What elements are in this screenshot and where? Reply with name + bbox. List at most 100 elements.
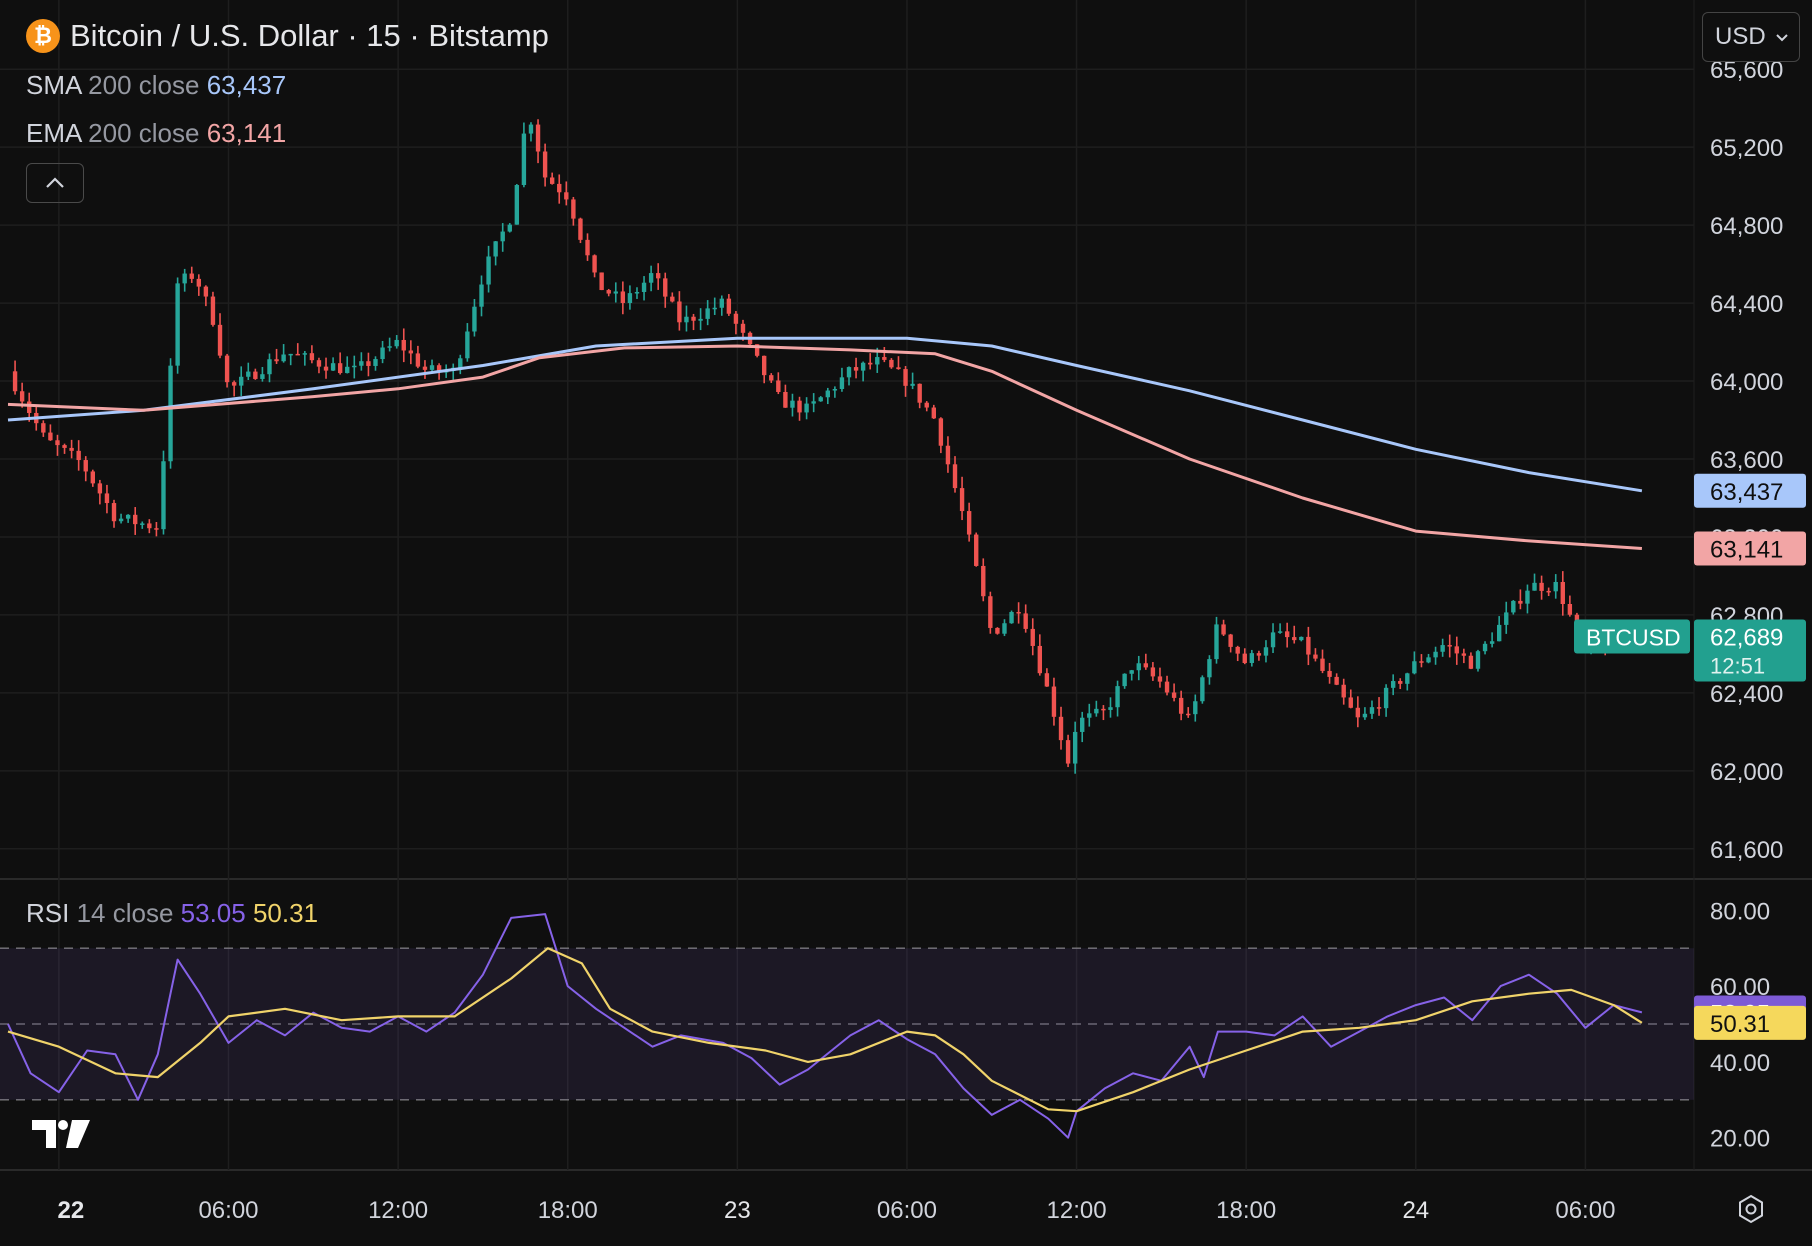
rsi-ma-line xyxy=(7,947,1643,1113)
candle-body xyxy=(564,192,569,200)
candle-body xyxy=(1171,692,1177,698)
price-tick-label: 62,000 xyxy=(1710,759,1783,786)
currency-select[interactable]: USD xyxy=(1702,12,1800,62)
candle-body xyxy=(1072,731,1078,764)
candle-body xyxy=(1496,624,1502,642)
sma-line xyxy=(7,336,1643,493)
candle-body xyxy=(373,359,378,366)
candle-body xyxy=(1200,677,1205,702)
settings-icon[interactable] xyxy=(1736,1194,1766,1224)
collapse-legend-button[interactable] xyxy=(26,163,84,203)
candle-body xyxy=(825,390,830,398)
symbol-title[interactable]: Bitcoin / U.S. Dollar · 15 · Bitstamp xyxy=(70,18,549,53)
candle-body xyxy=(641,282,647,293)
candle-body xyxy=(1235,646,1240,654)
candle-body xyxy=(1532,582,1537,591)
price-tick-label: 65,200 xyxy=(1710,135,1783,162)
candle-body xyxy=(1433,651,1438,658)
currency-label: USD xyxy=(1715,23,1766,50)
candle-body xyxy=(111,503,117,522)
candle-body xyxy=(1044,673,1050,687)
candle-body xyxy=(1348,697,1353,708)
candle-body xyxy=(1511,600,1516,613)
candle-body xyxy=(514,185,520,225)
rsi-ma-last-label-bg xyxy=(1694,1005,1806,1040)
price-tick-label: 64,800 xyxy=(1710,213,1783,240)
candle-body xyxy=(1193,701,1198,715)
ema-name: EMA xyxy=(26,118,81,148)
candle-body xyxy=(69,447,74,451)
candle-body xyxy=(1306,636,1311,655)
rsi-line xyxy=(7,913,1643,1139)
candle-body xyxy=(1221,624,1226,635)
ema-line xyxy=(7,344,1643,550)
sma-name: SMA xyxy=(26,70,81,100)
candle-body xyxy=(1482,643,1488,652)
candle-body xyxy=(1461,653,1467,656)
candle-body xyxy=(458,358,463,368)
candle-body xyxy=(712,307,717,310)
candle-body xyxy=(118,518,124,522)
candle-body xyxy=(875,357,880,365)
candle-body xyxy=(585,239,590,256)
candle-body xyxy=(55,440,60,446)
rsi-ma-last-label: 50.31 xyxy=(1694,1005,1806,1040)
candle-body xyxy=(429,365,435,370)
sma-legend[interactable]: SMA 200 close 63,437 xyxy=(26,70,286,101)
candle-body xyxy=(281,354,286,362)
symbol-tag-bg xyxy=(1574,619,1690,654)
candle-body xyxy=(698,318,703,321)
last-price-countdown: 12:51 xyxy=(1710,654,1765,679)
candle-body xyxy=(1383,687,1389,709)
time-tick-label: 24 xyxy=(1402,1197,1429,1224)
candle-body xyxy=(1539,582,1544,591)
sma-last-label-bg xyxy=(1694,473,1806,508)
candle-body xyxy=(1115,686,1120,708)
rsi-value: 53.05 xyxy=(180,898,246,928)
candle-body xyxy=(1334,676,1339,685)
candle-body xyxy=(1426,657,1431,663)
candle-body xyxy=(1150,667,1156,677)
candle-body xyxy=(592,255,597,273)
candle-body xyxy=(175,283,180,366)
time-tick-label: 06:00 xyxy=(198,1197,258,1224)
candle-body xyxy=(1518,600,1523,604)
candle-body xyxy=(479,284,484,307)
candle-body xyxy=(528,124,534,134)
symbol-header[interactable]: ₿ Bitcoin / U.S. Dollar · 15 · Bitstamp xyxy=(26,18,549,54)
candle-body xyxy=(1058,716,1064,741)
candle-body xyxy=(1525,590,1530,604)
candle-body xyxy=(811,401,816,404)
tradingview-logo-icon[interactable] xyxy=(30,1118,94,1150)
candle-body xyxy=(288,353,293,356)
rsi-legend[interactable]: RSI 14 close 53.05 50.31 xyxy=(26,898,318,929)
candle-body xyxy=(903,369,908,386)
bitcoin-icon: ₿ xyxy=(26,19,60,53)
ema-params: 200 close xyxy=(88,118,200,148)
candle-body xyxy=(606,290,611,294)
chevron-down-icon xyxy=(1776,34,1788,42)
candle-body xyxy=(733,313,739,324)
candlesticks xyxy=(12,119,1643,774)
sma-params: 200 close xyxy=(88,70,200,100)
candle-body xyxy=(1546,590,1551,593)
candle-body xyxy=(578,218,583,240)
ema-legend[interactable]: EMA 200 close 63,141 xyxy=(26,118,286,149)
rsi-name: RSI xyxy=(26,898,70,928)
candle-body xyxy=(797,400,802,413)
candle-body xyxy=(945,445,951,465)
candle-body xyxy=(620,291,626,303)
price-tick-label: 63,600 xyxy=(1710,447,1783,474)
candle-body xyxy=(253,371,258,379)
candle-body xyxy=(1362,713,1368,718)
candle-body xyxy=(415,353,421,367)
candle-body xyxy=(260,374,265,379)
rsi-tick-label: 80.00 xyxy=(1710,898,1770,925)
candle-body xyxy=(1475,651,1481,669)
candle-body xyxy=(1405,673,1410,684)
sma-value: 63,437 xyxy=(206,70,287,100)
candle-body xyxy=(571,199,576,219)
candle-body xyxy=(359,361,364,366)
